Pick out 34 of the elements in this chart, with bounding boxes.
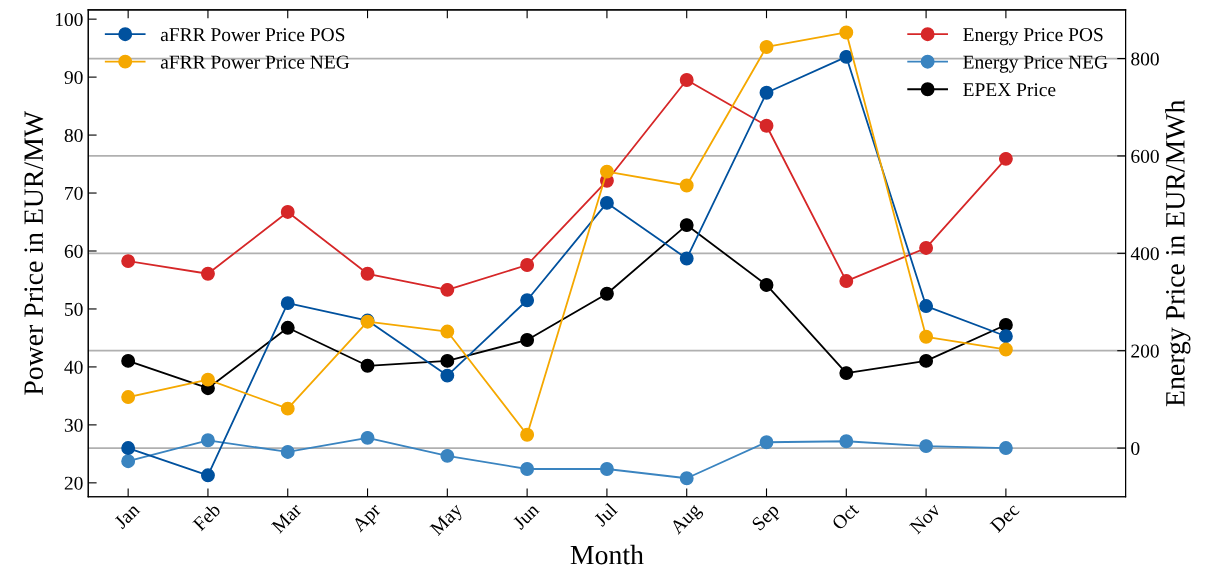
legend-label: Energy Price POS [963,28,1103,46]
x-tick-label: Feb [191,502,222,532]
x-tick-label: Aug [669,502,705,538]
x-tick-label: Jan [113,502,141,530]
x-axis-title: Month [570,544,644,565]
legend-label: aFRR Power Price NEG [160,55,350,69]
x-tick-label: Nov [908,502,942,535]
y-tick-label: 70 [65,186,83,200]
y-tick-label: 60 [64,244,83,258]
x-tick-label: Dec [989,502,1020,534]
y-tick-label: 80 [64,128,83,143]
y2-tick-label: 0 [1131,441,1140,455]
y-tick-label: 30 [64,418,83,432]
y-tick-label: 40 [64,360,83,374]
legend-label: Energy Price NEG [963,55,1108,73]
x-tick-label: Oct [831,502,860,531]
legend-label: EPEX Price [963,83,1056,97]
y-tick-label: 50 [65,302,83,316]
y2-tick-label: 200 [1131,344,1159,358]
y-tick-label: 100 [55,12,83,27]
y2-tick-label: 600 [1131,149,1159,163]
y-tick-label: 20 [64,476,83,490]
x-tick-label: Sep [751,502,783,534]
y2-tick-label: 400 [1130,247,1159,261]
x-tick-label: Mar [270,502,303,534]
y2-tick-label: 800 [1131,52,1159,66]
x-tick-label: May [429,502,467,539]
x-tick-label: Jun [512,502,540,531]
x-tick-label: Apr [351,502,385,536]
x-tick-label: Jul [592,501,619,528]
y-tick-label: 90 [64,70,83,85]
legend-label: aFRR Power Price POS [160,28,345,42]
y-axis-title: Power Price in EUR/MW [24,111,44,395]
y2-axis-title: Energy Price in EUR/MWh [1165,100,1191,407]
